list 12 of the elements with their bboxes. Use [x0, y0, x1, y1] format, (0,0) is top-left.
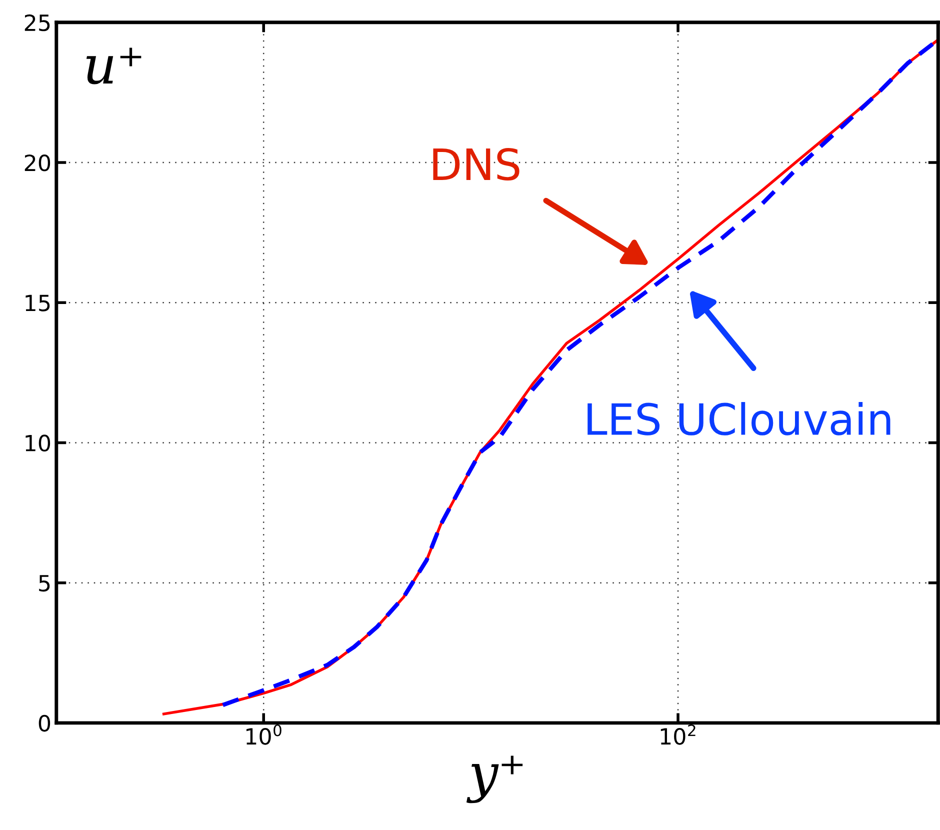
- y-tick-label: 0: [38, 714, 50, 732]
- y-tick-label: 25: [24, 14, 50, 32]
- x-axis-title: y⁺: [466, 756, 523, 804]
- y-tick-label: 15: [26, 294, 50, 312]
- y-tick-label: 10: [26, 434, 50, 452]
- y-tick-label: 5: [39, 575, 50, 592]
- y-axis-title: u⁺: [86, 48, 142, 84]
- text: DNS: [433, 148, 520, 181]
- y-tick-label: 20: [24, 154, 50, 172]
- series-label: LES UClouvain: [588, 402, 890, 436]
- x-tick-label: 10$^{0}$: [246, 724, 282, 745]
- x-tick-label: 10$^{2}$: [660, 724, 696, 745]
